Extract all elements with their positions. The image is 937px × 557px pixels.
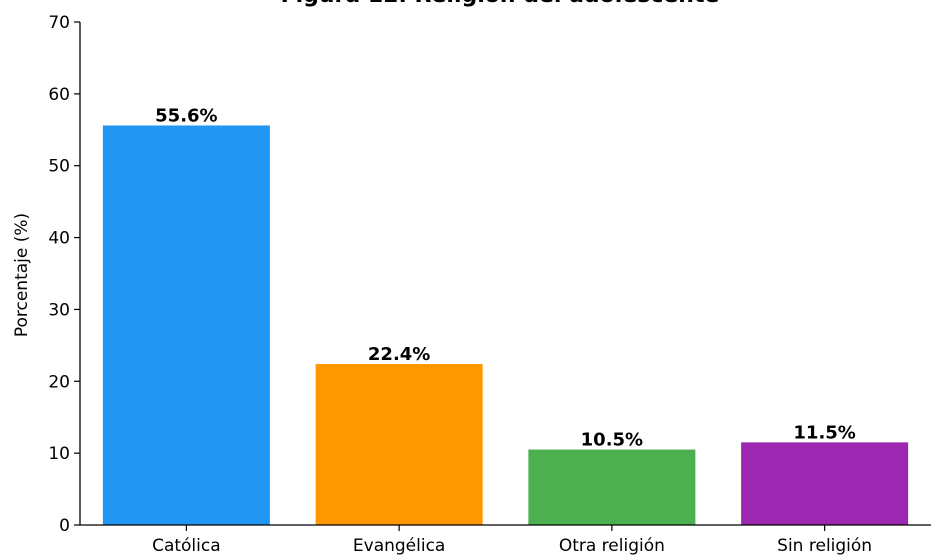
y-tick-label: 50 bbox=[48, 157, 70, 177]
y-tick-label: 40 bbox=[48, 229, 70, 249]
y-tick-label: 20 bbox=[48, 372, 70, 392]
y-tick-label: 0 bbox=[59, 516, 70, 536]
y-tick-label: 70 bbox=[48, 13, 70, 33]
bar-2 bbox=[528, 449, 696, 525]
bar-value-label: 10.5% bbox=[581, 430, 643, 451]
bar-value-label: 55.6% bbox=[155, 105, 217, 126]
y-axis-label: Porcentaje (%) bbox=[12, 213, 32, 337]
chart-title: Figura 12. Religión del adolescente bbox=[281, 0, 720, 8]
y-axis-ticks: 0 10 20 30 40 50 60 70 bbox=[48, 13, 80, 536]
bars-group: 55.6% 22.4% 10.5% 11.5% bbox=[102, 105, 909, 525]
x-tick-label: Evangélica bbox=[353, 536, 445, 556]
y-tick-label: 10 bbox=[48, 444, 70, 464]
x-tick-label: Otra religión bbox=[559, 536, 665, 556]
bar-0 bbox=[102, 125, 270, 525]
x-tick-label: Católica bbox=[152, 536, 221, 556]
bar-value-label: 11.5% bbox=[793, 422, 855, 443]
bar-3 bbox=[741, 442, 909, 525]
y-tick-label: 60 bbox=[48, 85, 70, 105]
bar-1 bbox=[315, 364, 483, 525]
x-tick-label: Sin religión bbox=[777, 536, 872, 556]
y-tick-label: 30 bbox=[48, 300, 70, 320]
x-axis-ticks: Católica Evangélica Otra religión Sin relig… bbox=[152, 525, 872, 556]
bar-value-label: 22.4% bbox=[368, 344, 430, 365]
